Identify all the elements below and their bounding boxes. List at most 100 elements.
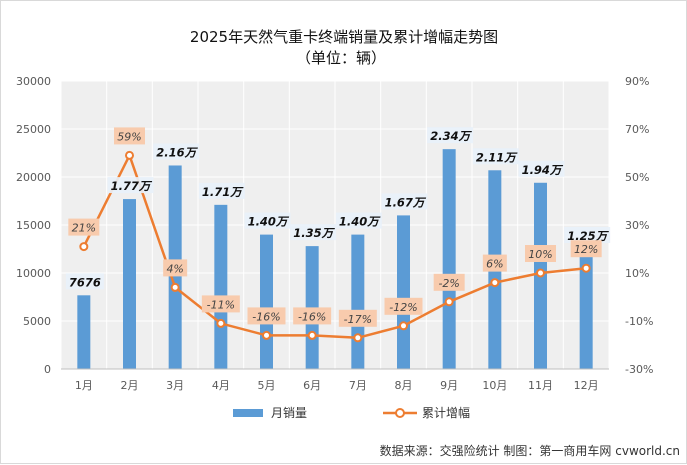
bar-2月: [123, 199, 136, 369]
pct-labels-layer: 21% 59% 4% -11% -16% -16% -17% -12% -2% 6% 10% 12%: [68, 127, 602, 327]
line-point-4月: [216, 318, 226, 328]
bar-data-label: 1.94万: [522, 163, 564, 177]
pct-data-label: 21%: [72, 222, 96, 235]
left-axis: 0 5000 10000 15000 20000 25000 30000: [16, 75, 51, 376]
x-axis-tick-label: 8月: [395, 379, 413, 392]
line-point-11月: [536, 268, 545, 278]
bar-data-label: 2.34万: [430, 129, 472, 143]
pct-label-bg: [338, 309, 377, 327]
pct-data-label: 59%: [117, 130, 141, 143]
pct-data-label: 6%: [486, 258, 503, 271]
line-point-8月: [399, 321, 408, 331]
legend-line-marker: [395, 408, 405, 418]
left-axis-tick-label: 30000: [16, 75, 51, 88]
pct-data-label: -12%: [389, 301, 417, 314]
bar-9月: [442, 149, 456, 369]
bar-data-label: 1.67万: [385, 195, 427, 209]
x-axis-tick-label: 2月: [121, 379, 139, 392]
pct-data-label: 12%: [574, 243, 598, 256]
bar-label-bg: [290, 224, 337, 241]
bar-label-bg: [153, 143, 200, 160]
pct-data-label: -16%: [298, 310, 326, 323]
x-axis-tick-label: 9月: [440, 379, 458, 392]
line-point-9月: [444, 297, 454, 307]
bar-5月: [260, 234, 273, 369]
bar-label-bg: [198, 182, 245, 199]
pct-label-bg: [482, 254, 507, 272]
source-note: 数据来源：交强险统计 制图：第一商用车网 cvworld.cn: [380, 443, 680, 458]
x-axis-tick-label: 6月: [303, 379, 321, 392]
bar-data-label: 1.40万: [248, 215, 290, 229]
bar-data-label: 7676: [69, 275, 101, 289]
pct-data-label: -16%: [252, 310, 280, 323]
pct-label-bg: [201, 295, 240, 313]
pct-label-bg: [525, 245, 556, 262]
bar-data-label: 1.77万: [111, 179, 153, 193]
pct-data-label: 4%: [166, 262, 183, 275]
left-axis-tick-label: 15000: [16, 219, 51, 232]
line-point-7月: [353, 333, 363, 343]
bar-label-bg: [65, 273, 104, 290]
pct-label-bg: [570, 240, 602, 258]
bar-label-bg: [244, 212, 291, 229]
chart-subtitle: （单位：辆）: [296, 49, 386, 67]
bar-label-bg: [381, 193, 428, 210]
left-axis-tick-label: 25000: [16, 123, 51, 136]
x-axis-tick-label: 4月: [212, 379, 230, 392]
x-axis-tick-label: 7月: [349, 379, 367, 392]
bar-7月: [351, 234, 365, 369]
bar-data-label: 2.11万: [476, 150, 518, 164]
left-axis-tick-label: 5000: [23, 315, 51, 328]
chart-title: 2025年天然气重卡终端销量及累计增幅走势图: [190, 28, 498, 46]
bar-label-bg: [518, 160, 565, 177]
bars-layer: [77, 149, 593, 369]
bar-data-label: 1.25万: [567, 229, 609, 243]
bar-12月: [579, 249, 593, 369]
line-point-5月: [262, 330, 271, 340]
line-point-12月: [581, 263, 591, 273]
x-axis-tick-label: 12月: [574, 379, 599, 392]
line-point-1月: [79, 242, 89, 252]
bar-data-label: 1.40万: [339, 215, 381, 229]
line-point-6月: [307, 330, 317, 340]
right-axis-tick-label: 70%: [625, 123, 649, 136]
right-axis-tick-label: -30%: [625, 363, 653, 376]
bar-label-bg: [472, 148, 519, 165]
bar-label-bg: [427, 127, 474, 144]
bar-labels-layer: 76761.77万2.16万1.71万1.40万1.35万1.40万1.67万2…: [65, 127, 611, 290]
legend: 月销量 累计增幅: [233, 405, 470, 420]
legend-label-cumulative-growth: 累计增幅: [422, 405, 470, 420]
line-point-3月: [170, 282, 180, 292]
line-point-2月: [125, 150, 134, 160]
legend-label-monthly-sales: 月销量: [271, 406, 307, 420]
left-axis-tick-label: 0: [44, 363, 51, 376]
bar-label-bg: [335, 212, 382, 229]
x-axis-tick-label: 11月: [528, 379, 553, 392]
left-axis-tick-label: 10000: [16, 267, 51, 280]
x-axis-tick-label: 1月: [75, 379, 93, 392]
bar-label-bg: [107, 177, 154, 194]
pct-label-bg: [293, 307, 332, 325]
pct-label-bg: [163, 259, 188, 277]
bar-label-bg: [564, 227, 611, 243]
x-axis-tick-label: 3月: [166, 379, 184, 392]
right-axis-tick-label: -10%: [625, 315, 653, 328]
legend-bar-swatch: [233, 409, 263, 417]
pct-label-bg: [114, 127, 145, 145]
pct-data-label: -2%: [438, 277, 459, 290]
bar-4月: [214, 204, 228, 369]
right-axis: -30% -10% 10% 30% 50% 70% 90%: [625, 75, 653, 376]
pct-label-bg: [247, 307, 286, 325]
bar-data-label: 2.16万: [156, 145, 198, 159]
pct-label-bg: [384, 297, 423, 315]
right-axis-tick-label: 90%: [625, 75, 649, 88]
pct-data-label: -11%: [207, 298, 235, 311]
right-axis-tick-label: 10%: [625, 267, 649, 280]
pct-data-label: 10%: [528, 248, 552, 261]
pct-label-bg: [433, 273, 465, 291]
x-axis: 1月 2月 3月 4月 5月 6月 7月 8月 9月 10月 11月 12月: [61, 368, 609, 392]
x-axis-tick-label: 10月: [482, 379, 507, 392]
bar-1月: [77, 295, 91, 369]
pct-label-bg: [68, 218, 100, 236]
